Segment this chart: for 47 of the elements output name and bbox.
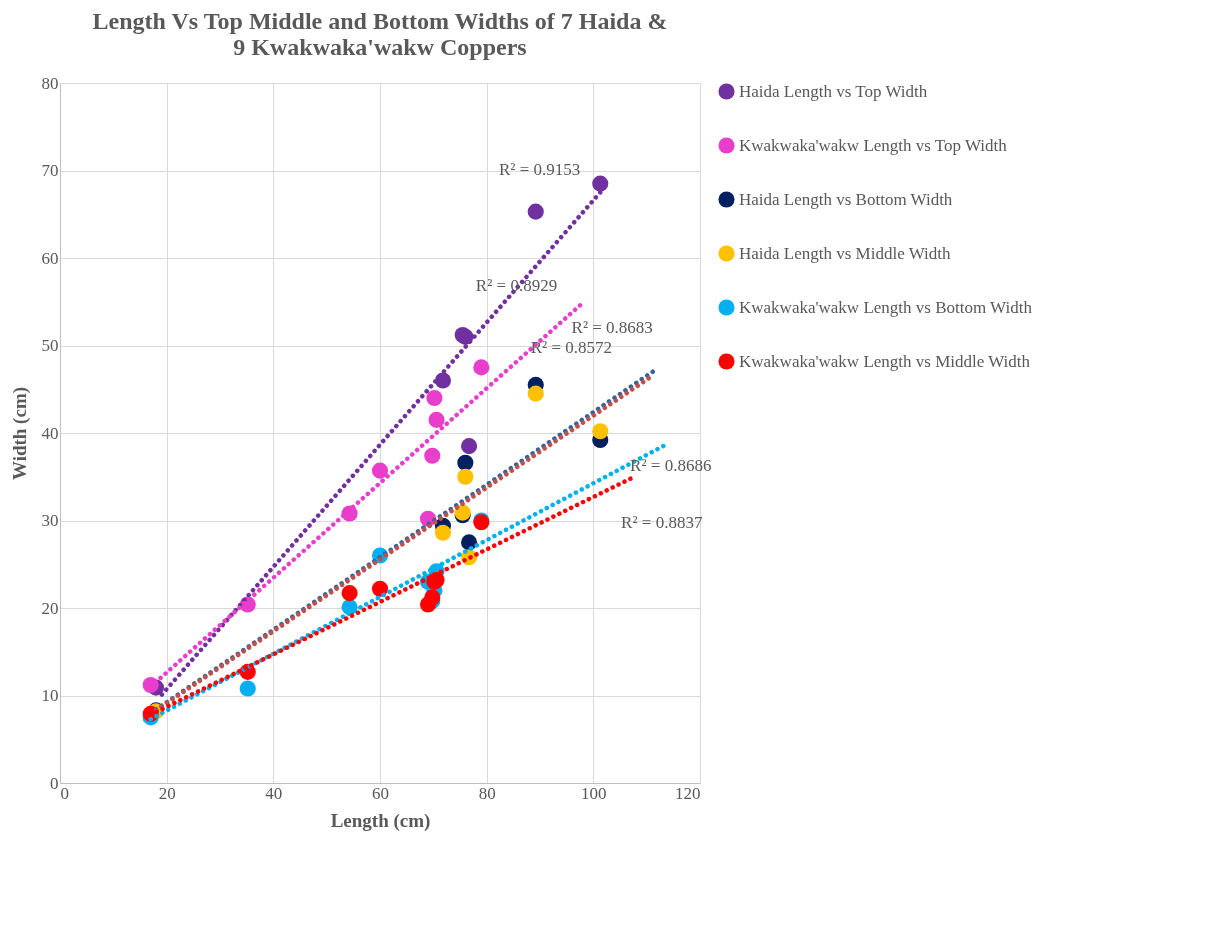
point	[371, 580, 389, 597]
annotation: R² = 0.8572	[530, 338, 612, 358]
y-tick-label: 80	[41, 73, 59, 93]
y-tick-label: 60	[41, 248, 59, 268]
point	[461, 438, 478, 455]
legend-label: Kwakwaka'wakw Length vs Bottom Width	[739, 297, 1033, 317]
annotation: R² = 0.8837	[621, 512, 703, 532]
x-tick-label: 100	[581, 783, 607, 803]
y-tick-label: 30	[41, 511, 59, 530]
point	[592, 423, 609, 440]
annotation: R² = 0.8929	[475, 275, 558, 295]
point	[527, 203, 544, 220]
y-axis-title: Width (cm)	[8, 386, 31, 481]
y-tick-label: 70	[41, 161, 59, 180]
annotation: R² = 0.8686	[630, 456, 712, 476]
legend-label: Haida Length vs Middle Width	[739, 243, 951, 263]
point	[341, 585, 358, 602]
x-axis-title: Length (cm)	[330, 809, 431, 832]
point	[426, 389, 443, 407]
legend-label: Haida Length vs Bottom Width	[739, 189, 953, 209]
point	[457, 454, 474, 471]
point	[473, 359, 490, 376]
point	[527, 385, 544, 402]
x-tick-label: 20	[158, 783, 176, 803]
x-tick-label: 80	[478, 783, 496, 803]
annotation: R² = 0.9153	[498, 160, 581, 180]
x-tick-label: 120	[675, 783, 701, 803]
legend-label: Kwakwaka'wakw Length vs Middle Width	[739, 351, 1031, 371]
y-tick-label: 50	[41, 336, 59, 355]
point	[592, 175, 609, 192]
point	[434, 524, 451, 541]
point	[239, 680, 256, 697]
text: Length Vs Top Middle and Bottom Widths of 7 Haida &	[92, 8, 668, 34]
y-tick-label: 20	[41, 598, 59, 618]
y-tick-label: 10	[41, 686, 59, 705]
legend-label: Kwakwaka'wakw Length vs Top Width	[739, 135, 1008, 155]
x-tick-label: 40	[265, 783, 283, 803]
text: 9 Kwakwaka'wakw Coppers	[233, 34, 527, 60]
point	[457, 468, 474, 485]
point	[424, 447, 441, 464]
point	[424, 589, 441, 606]
x-tick-label: 60	[372, 783, 389, 803]
point	[428, 411, 445, 428]
annotation: R² = 0.8683	[571, 318, 653, 338]
legend-label: Haida Length vs Top Width	[739, 81, 928, 101]
y-tick-label: 40	[41, 423, 59, 443]
point	[371, 462, 389, 479]
